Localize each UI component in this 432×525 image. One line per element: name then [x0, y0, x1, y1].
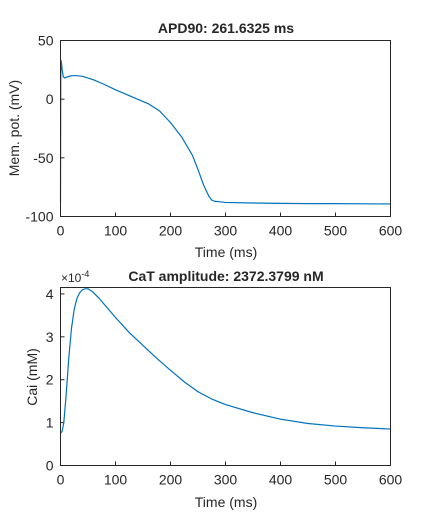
- membrane-potential-xtick-label-5: 500: [324, 223, 348, 239]
- calcium-transient-xtick-label-1: 100: [104, 472, 128, 488]
- membrane-potential-xlabel: Time (ms): [195, 244, 257, 260]
- membrane-potential-series-line: [59, 59, 391, 205]
- calcium-transient-xtick-label-2: 200: [159, 472, 183, 488]
- membrane-potential-ytick-label-1: -50: [33, 150, 53, 166]
- calcium-transient-axes-box: [60, 287, 391, 466]
- calcium-transient-ylabel: Cai (mM): [24, 348, 40, 406]
- calcium-transient-ticks: 0 100 200 300 400 500 600 0 1 2 3 4: [46, 286, 403, 488]
- calcium-transient-exponent-base: ×10: [61, 271, 82, 285]
- membrane-potential-xtick-label-4: 400: [269, 223, 293, 239]
- membrane-potential-ylabel: Mem. pot. (mV): [6, 80, 22, 176]
- calcium-transient-ytick-label-1: 1: [46, 415, 54, 431]
- calcium-transient-ytick-label-3: 3: [46, 329, 54, 345]
- membrane-potential-xtick-label-2: 200: [159, 223, 183, 239]
- calcium-transient-xlabel: Time (ms): [195, 494, 257, 510]
- calcium-transient-series-line: [60, 288, 391, 434]
- calcium-transient-ytick-label-0: 0: [46, 458, 54, 474]
- calcium-transient-title: CaT amplitude: 2372.3799 nM: [128, 268, 323, 284]
- calcium-transient-xtick-label-3: 300: [214, 472, 238, 488]
- calcium-transient-xtick-label-0: 0: [57, 472, 65, 488]
- calcium-transient-xtick-label-5: 500: [324, 472, 348, 488]
- membrane-potential-xtick-label-3: 300: [214, 223, 238, 239]
- calcium-transient-ytick-label-2: 2: [46, 372, 54, 388]
- membrane-potential-ytick-label-0: -100: [25, 209, 53, 225]
- calcium-transient-ytick-label-4: 4: [46, 286, 54, 302]
- membrane-potential-xtick-label-1: 100: [104, 223, 128, 239]
- membrane-potential-axes-box: [60, 40, 391, 217]
- membrane-potential-ytick-label-3: 50: [38, 33, 54, 49]
- membrane-potential-xtick-label-6: 600: [379, 223, 403, 239]
- calcium-transient-xtick-label-6: 600: [379, 472, 403, 488]
- membrane-potential-xtick-label-0: 0: [57, 223, 65, 239]
- calcium-transient-exponent-power: -4: [81, 269, 89, 279]
- membrane-potential-title: APD90: 261.6325 ms: [158, 20, 294, 36]
- calcium-transient-exponent: ×10-4: [61, 269, 89, 285]
- calcium-transient-plot: CaT amplitude: 2372.3799 nM ×10-4 0 100 20…: [24, 268, 402, 510]
- membrane-potential-plot: APD90: 261.6325 ms 0 100 200 300 400 500 600-1…: [6, 20, 402, 260]
- membrane-potential-ytick-label-2: 0: [46, 91, 54, 107]
- membrane-potential-ticks: 0 100 200 300 400 500 600 -100 -50 0 50: [25, 33, 402, 239]
- calcium-transient-xtick-label-4: 400: [269, 472, 293, 488]
